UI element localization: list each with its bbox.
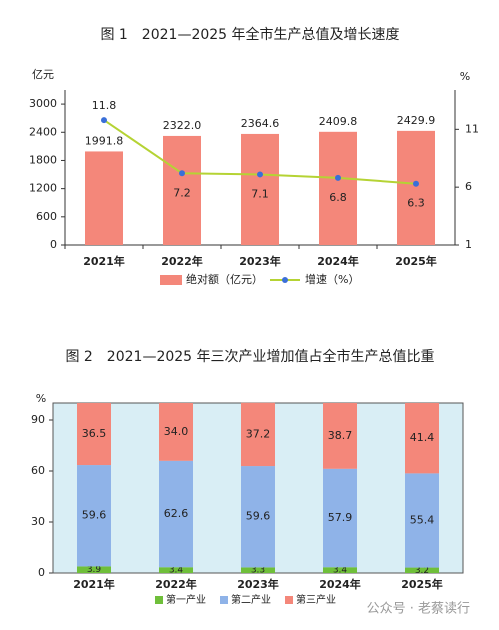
bar-label: 2409.8 bbox=[319, 115, 358, 128]
bar-segment bbox=[405, 567, 439, 573]
chart-title: 图 2 2021—2025 年三次产业增加值占全市生产总值比重 bbox=[65, 348, 434, 365]
legend-swatch bbox=[155, 596, 163, 604]
legend-label: 第三产业 bbox=[296, 593, 336, 606]
segment-label: 3.3 bbox=[251, 566, 265, 576]
bar-segment bbox=[323, 403, 357, 469]
bar-segment bbox=[77, 403, 111, 466]
bar-segment bbox=[159, 567, 193, 573]
bar-label: 1991.8 bbox=[85, 134, 124, 147]
y-tick-label: 90 bbox=[31, 413, 45, 426]
y-tick-label: 1800 bbox=[29, 153, 57, 166]
bar-segment bbox=[405, 473, 439, 568]
segment-label: 55.4 bbox=[410, 513, 435, 526]
bar-segment bbox=[405, 403, 439, 474]
segment-label: 38.7 bbox=[328, 429, 353, 442]
y-tick-label: 30 bbox=[31, 515, 45, 528]
segment-label: 41.4 bbox=[410, 431, 435, 444]
segment-label: 57.9 bbox=[328, 511, 353, 524]
segment-label: 34.0 bbox=[164, 425, 189, 438]
legend-label: 第一产业 bbox=[166, 593, 206, 606]
x-tick-label: 2024年 bbox=[317, 254, 359, 268]
bar-segment bbox=[323, 567, 357, 573]
line-label: 7.2 bbox=[173, 186, 191, 199]
legend-label: 绝对额（亿元） bbox=[186, 272, 263, 286]
bar-segment bbox=[241, 567, 275, 573]
y-tick-label: 2400 bbox=[29, 125, 57, 138]
x-tick-label: 2025年 bbox=[401, 577, 443, 591]
line-marker bbox=[179, 170, 185, 177]
bar-segment bbox=[77, 465, 111, 567]
segment-label: 59.6 bbox=[246, 510, 271, 523]
y-axis-label: % bbox=[36, 392, 46, 405]
watermark: 公众号 · 老蔡读行 bbox=[367, 602, 470, 617]
line-label: 11.8 bbox=[92, 99, 117, 112]
legend-label: 增速（%） bbox=[305, 272, 359, 286]
x-tick-label: 2023年 bbox=[239, 254, 281, 268]
line-marker bbox=[413, 180, 419, 187]
x-tick-label: 2023年 bbox=[237, 577, 279, 591]
y-axis-label: 亿元 bbox=[32, 68, 54, 81]
segment-label: 62.6 bbox=[164, 507, 189, 520]
segment-label: 3.9 bbox=[87, 565, 102, 575]
line-marker bbox=[257, 171, 263, 178]
x-tick-label: 2024年 bbox=[319, 577, 361, 591]
y2-tick-label: 11 bbox=[465, 122, 479, 135]
segment-label: 3.4 bbox=[169, 566, 184, 576]
chart-title: 图 1 2021—2025 年全市生产总值及增长速度 bbox=[100, 26, 399, 43]
bar bbox=[397, 130, 435, 245]
y2-axis-label: % bbox=[460, 70, 470, 83]
x-tick-label: 2021年 bbox=[73, 577, 115, 591]
line-marker bbox=[101, 117, 107, 124]
bar-segment bbox=[323, 468, 357, 568]
line-label: 7.1 bbox=[251, 187, 269, 200]
bar-segment bbox=[159, 460, 193, 568]
bar bbox=[85, 151, 123, 245]
y-tick-label: 0 bbox=[38, 566, 45, 579]
x-tick-label: 2022年 bbox=[161, 254, 203, 268]
bar-segment bbox=[77, 566, 111, 573]
x-tick-label: 2022年 bbox=[155, 577, 197, 591]
legend-swatch bbox=[160, 275, 182, 285]
bar-segment bbox=[159, 403, 193, 461]
segment-label: 37.2 bbox=[246, 427, 271, 440]
bar bbox=[241, 133, 279, 245]
y2-tick-label: 6 bbox=[465, 180, 472, 193]
legend-label: 第二产业 bbox=[231, 593, 271, 606]
line-marker bbox=[335, 174, 341, 181]
segment-label: 3.4 bbox=[333, 566, 348, 576]
legend-swatch bbox=[285, 596, 293, 604]
legend-marker bbox=[282, 277, 288, 283]
bar bbox=[163, 135, 201, 245]
y-tick-label: 60 bbox=[31, 464, 45, 477]
x-tick-label: 2021年 bbox=[83, 254, 125, 268]
y-tick-label: 3000 bbox=[29, 97, 57, 110]
segment-label: 3.2 bbox=[415, 566, 429, 576]
bar-segment bbox=[241, 402, 275, 467]
bar-label: 2364.6 bbox=[241, 117, 280, 130]
y-tick-label: 1200 bbox=[29, 182, 57, 195]
y-tick-label: 600 bbox=[36, 210, 57, 223]
bar-segment bbox=[241, 466, 275, 568]
line-label: 6.3 bbox=[407, 197, 425, 210]
segment-label: 36.5 bbox=[82, 427, 107, 440]
segment-label: 59.6 bbox=[82, 509, 107, 522]
y2-tick-label: 1 bbox=[465, 238, 472, 251]
line-label: 6.8 bbox=[329, 191, 347, 204]
x-tick-label: 2025年 bbox=[395, 254, 437, 268]
bar-label: 2322.0 bbox=[163, 119, 202, 132]
bar bbox=[319, 131, 357, 245]
legend-swatch bbox=[220, 596, 228, 604]
bar-label: 2429.9 bbox=[397, 114, 436, 127]
y-tick-label: 0 bbox=[50, 238, 57, 251]
